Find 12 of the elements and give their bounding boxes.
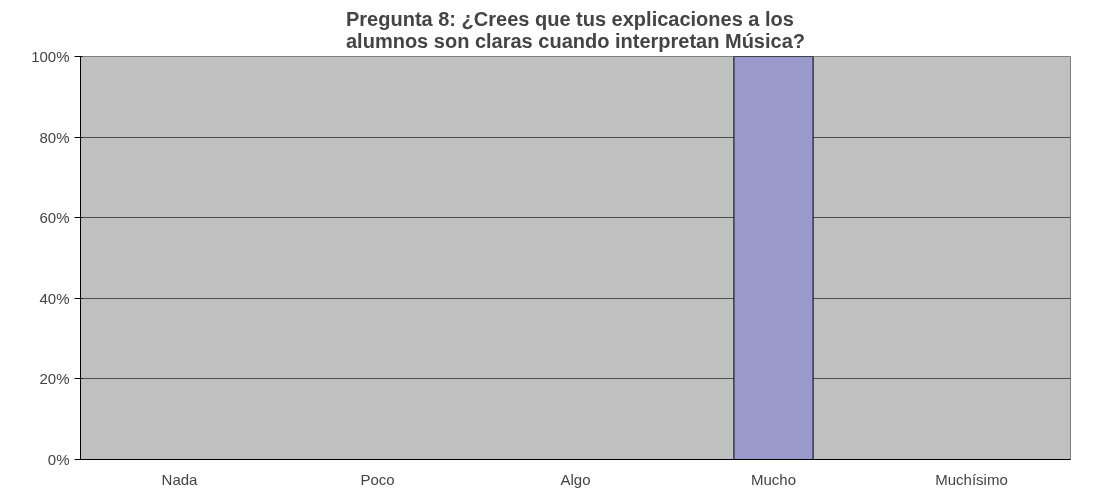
y-tick-label: 100% [31,48,70,65]
x-tick-label: Nada [161,470,199,488]
y-tick-label: 40% [39,289,70,307]
y-tick-label: 20% [39,370,70,388]
y-tick-label: 0% [47,451,70,468]
x-tick-label: Algo [560,470,591,488]
x-tick-label: Mucho [750,470,797,488]
x-tick-label: Poco [360,470,395,488]
chart-title: Pregunta 8: ¿Crees que tus explicaciones a los alumnos son claras cuando interpretan Música? [346,7,806,52]
y-tick-label: 80% [39,128,70,146]
x-tick-label: Muchísimo [935,470,1008,488]
y-tick-label: 60% [39,209,70,227]
